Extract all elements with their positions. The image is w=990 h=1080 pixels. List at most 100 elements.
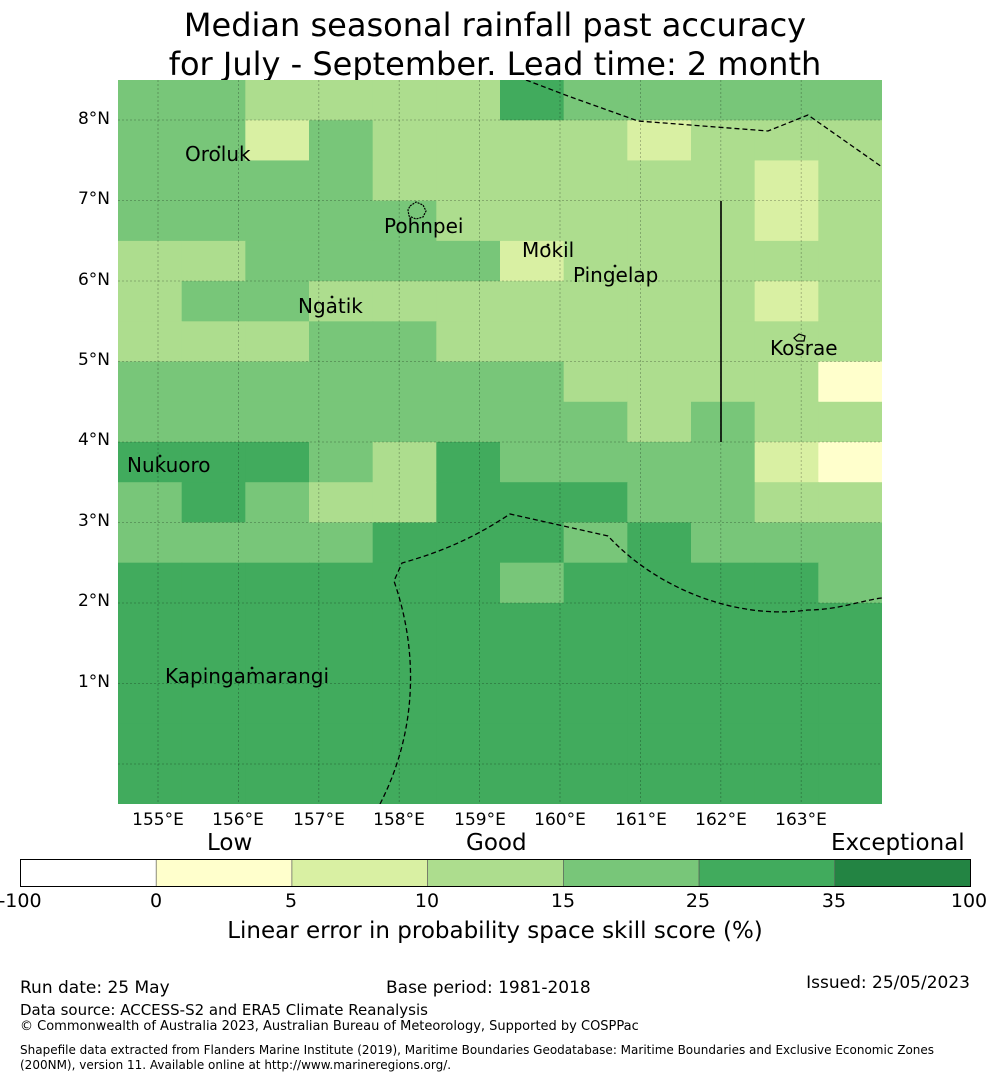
grid-cell <box>500 240 565 282</box>
grid-cell <box>691 361 756 403</box>
grid-cell <box>245 321 310 363</box>
map-title-line1: Median seasonal rainfall past accuracy <box>183 6 807 44</box>
grid-cell <box>372 361 437 403</box>
grid-cell <box>372 160 437 202</box>
grid-cell <box>754 602 819 644</box>
grid-cell <box>309 602 374 644</box>
grid-cell <box>500 281 565 322</box>
grid-cell <box>500 522 565 564</box>
grid-cell <box>436 80 501 121</box>
grid-cell <box>627 200 692 242</box>
grid-cell <box>818 763 882 804</box>
grid-cell <box>436 562 501 604</box>
lon-label: 158°E <box>373 810 425 830</box>
grid-cell <box>500 80 565 121</box>
grid-cell <box>181 482 246 524</box>
legend-tick: 5 <box>284 890 298 912</box>
grid-cell <box>563 482 628 524</box>
grid-cell <box>754 200 819 242</box>
grid-cell <box>627 120 692 162</box>
grid-cell <box>309 562 374 604</box>
legend-color-swatch <box>291 859 428 887</box>
skill-score-map: Oroluk Pohnpei Mokil Pingelap Ngatik Kos… <box>118 80 882 804</box>
grid-cell <box>372 281 437 322</box>
grid-cell <box>563 643 628 684</box>
grid-cell <box>691 683 756 725</box>
grid-cell <box>436 401 501 443</box>
grid-cell <box>818 522 882 564</box>
grid-cell <box>372 321 437 363</box>
grid-cell <box>627 401 692 443</box>
grid-cell <box>563 401 628 443</box>
grid-cell <box>245 120 310 162</box>
grid-cell <box>818 602 882 644</box>
grid-cell <box>563 321 628 363</box>
grid-cell <box>754 442 819 483</box>
grid-cell <box>754 361 819 403</box>
grid-cell <box>372 683 437 725</box>
grid-cell <box>500 361 565 403</box>
grid-cell <box>627 80 692 121</box>
grid-cell <box>691 120 756 162</box>
grid-cell <box>691 562 756 604</box>
grid-cell <box>627 240 692 282</box>
grid-cell <box>309 80 374 121</box>
place-label-pohnpei: Pohnpei <box>384 214 464 238</box>
legend-color-swatch <box>427 859 564 887</box>
grid-cell <box>691 240 756 282</box>
lat-label: 5°N <box>77 350 110 370</box>
grid-cell <box>436 361 501 403</box>
lat-label: 1°N <box>77 672 110 692</box>
place-label-mokil: Mokil <box>522 238 574 262</box>
grid-cell <box>563 120 628 162</box>
eez-boundary-north <box>525 80 882 168</box>
grid-cell <box>563 562 628 604</box>
grid-cell <box>818 80 882 121</box>
ngatik-atoll-dot <box>330 295 334 299</box>
grid-cell <box>818 482 882 524</box>
grid-cell <box>309 200 374 242</box>
grid-cell <box>118 562 183 604</box>
lon-label: 155°E <box>132 810 184 830</box>
grid-cell <box>500 401 565 443</box>
grid-cell <box>245 281 310 322</box>
grid-cell <box>563 442 628 483</box>
grid-cell <box>627 562 692 604</box>
grid-cell <box>245 160 310 202</box>
grid-cell <box>245 200 310 242</box>
grid-cell <box>627 321 692 363</box>
grid-cell <box>627 763 692 804</box>
grid-cell <box>436 321 501 363</box>
place-label-ngatik: Ngatik <box>298 294 363 318</box>
grid-cell <box>118 442 183 483</box>
grid-cell <box>181 401 246 443</box>
grid-cell <box>627 160 692 202</box>
place-label-oroluk: Oroluk <box>185 142 251 166</box>
grid-cell <box>181 562 246 604</box>
place-label-kapingamarangi: Kapingamarangi <box>165 664 329 688</box>
grid-cell <box>818 643 882 684</box>
grid-cell <box>627 683 692 725</box>
grid-cell <box>245 482 310 524</box>
grid-cell <box>754 482 819 524</box>
skill-grid <box>118 80 882 804</box>
grid-cell <box>818 361 882 403</box>
grid-cell <box>118 723 183 765</box>
grid-cell <box>181 200 246 242</box>
grid-cell <box>309 643 374 684</box>
place-label-pingelap: Pingelap <box>573 263 658 287</box>
grid-cell <box>309 442 374 483</box>
grid-cell <box>500 120 565 162</box>
grid-cell <box>754 321 819 363</box>
eez-boundary-south <box>379 513 882 804</box>
grid-cell <box>372 723 437 765</box>
grid-cell <box>309 522 374 564</box>
lon-label: 160°E <box>534 810 586 830</box>
grid-cell <box>818 683 882 725</box>
grid-cell <box>309 240 374 282</box>
grid-cell <box>563 80 628 121</box>
grid-cell <box>691 442 756 483</box>
legend-color-swatch <box>563 859 700 887</box>
legend-color-swatch <box>698 859 836 887</box>
grid-cell <box>245 401 310 443</box>
